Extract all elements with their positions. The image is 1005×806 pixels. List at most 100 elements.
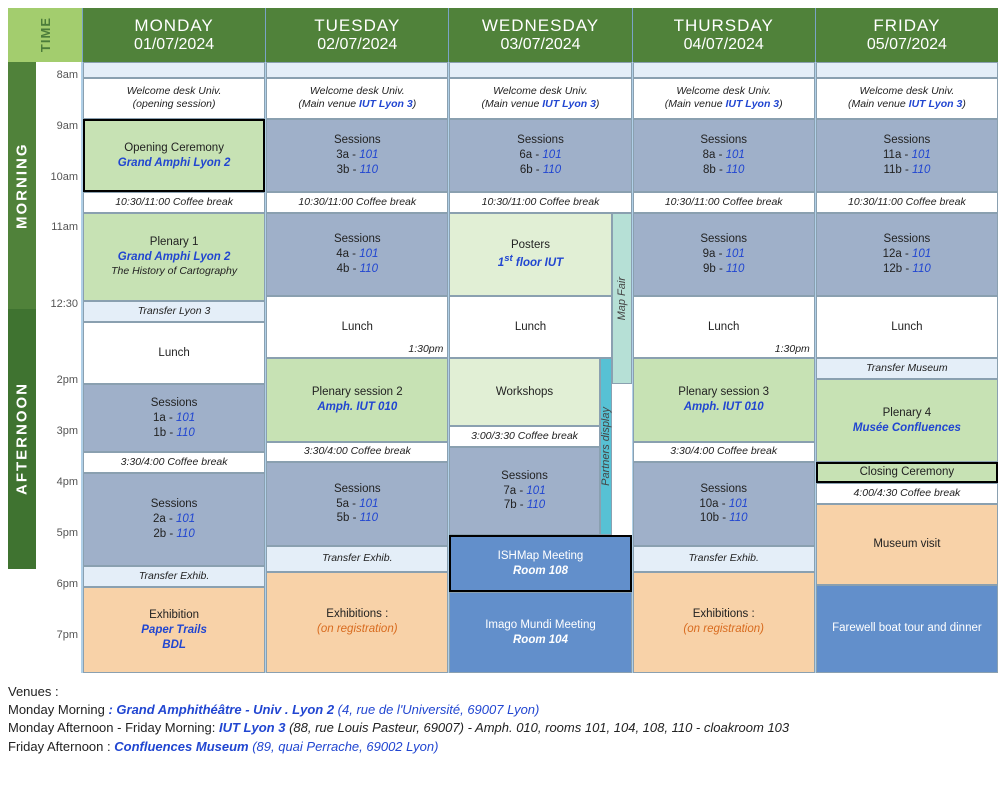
day-head-mon: MONDAY 01/07/2024	[82, 8, 265, 62]
time-tick	[36, 444, 81, 469]
schedule-event: ISHMap MeetingRoom 108	[449, 535, 631, 592]
time-tick	[36, 495, 81, 520]
schedule-event: Transfer Exhib.	[83, 566, 265, 587]
schedule-event: 10:30/11:00 Coffee break	[449, 192, 631, 213]
day-col-mon: Welcome desk Univ.(opening session)Openi…	[82, 62, 265, 673]
time-tick: 3pm	[36, 418, 81, 443]
day-col-fri: Welcome desk Univ.(Main venue IUT Lyon 3…	[815, 62, 998, 673]
schedule-event: Lunch1:30pm	[266, 296, 448, 358]
schedule-event: Closing Ceremony	[816, 462, 998, 483]
schedule-event: Plenary session 3Amph. IUT 010	[633, 358, 815, 441]
schedule-event: Sessions1a - 1011b - 110	[83, 384, 265, 452]
schedule-event: Workshops	[449, 358, 599, 426]
time-tick	[36, 317, 81, 342]
time-tick: 12:30	[36, 291, 81, 316]
schedule-event: Imago Mundi MeetingRoom 104	[449, 592, 631, 673]
schedule-event: Plenary session 2Amph. IUT 010	[266, 358, 448, 441]
venue-line: Monday Afternoon - Friday Morning: IUT L…	[8, 719, 997, 737]
schedule-event: 3:30/4:00 Coffee break	[83, 452, 265, 473]
schedule-event: Farewell boat tour and dinner	[816, 585, 998, 673]
time-tick: 10am	[36, 164, 81, 189]
schedule-event: Plenary 4Musée Confluences	[816, 379, 998, 462]
time-tick: 11am	[36, 215, 81, 240]
schedule-event	[266, 62, 448, 78]
time-tick: 2pm	[36, 367, 81, 392]
time-tick	[36, 240, 81, 265]
schedule-event: Sessions6a - 1016b - 110	[449, 119, 631, 192]
schedule-event: 10:30/11:00 Coffee break	[633, 192, 815, 213]
schedule-event: Posters1st floor IUT	[449, 213, 611, 296]
time-tick: 8am	[36, 62, 81, 87]
day-col-wed: Welcome desk Univ.(Main venue IUT Lyon 3…	[448, 62, 631, 673]
venue-line: Friday Afternoon : Confluences Museum (8…	[8, 738, 997, 756]
period-evening-blank	[8, 569, 36, 673]
schedule-event: Welcome desk Univ.(opening session)	[83, 78, 265, 120]
period-afternoon: AFTERNOON	[8, 309, 36, 569]
day-col-tue: Welcome desk Univ.(Main venue IUT Lyon 3…	[265, 62, 448, 673]
venues-footer: Venues : Monday Morning : Grand Amphithé…	[8, 683, 997, 756]
schedule-event: Transfer Exhib.	[266, 546, 448, 572]
time-tick	[36, 546, 81, 571]
time-tick: 4pm	[36, 469, 81, 494]
schedule-event: Welcome desk Univ.(Main venue IUT Lyon 3…	[266, 78, 448, 120]
schedule-event: 10:30/11:00 Coffee break	[83, 192, 265, 213]
time-tick	[36, 647, 81, 672]
schedule-event: 3:30/4:00 Coffee break	[266, 442, 448, 463]
schedule-event: Exhibitions :(on registration)	[266, 572, 448, 673]
day-head-thu: THURSDAY 04/07/2024	[632, 8, 815, 62]
schedule-event: Welcome desk Univ.(Main venue IUT Lyon 3…	[449, 78, 631, 120]
schedule-event	[816, 62, 998, 78]
schedule-event: 4:00/4:30 Coffee break	[816, 483, 998, 504]
schedule-event	[633, 62, 815, 78]
time-tick: 5pm	[36, 520, 81, 545]
schedule-event: ExhibitionPaper TrailsBDL	[83, 587, 265, 673]
schedule-event: Lunch	[816, 296, 998, 358]
vertical-strip: Partners display	[600, 358, 612, 535]
time-column: 8am 9am 10am 11am 12:30 2pm 3pm 4pm 5pm 6pm 7pm	[36, 62, 82, 673]
schedule-event: Sessions7a - 1017b - 110	[449, 447, 599, 535]
schedule-event: 10:30/11:00 Coffee break	[266, 192, 448, 213]
time-tick	[36, 393, 81, 418]
time-label: TIME	[38, 17, 53, 52]
schedule-event	[449, 62, 631, 78]
schedule-event: Transfer Exhib.	[633, 546, 815, 572]
schedule-event: Welcome desk Univ.(Main venue IUT Lyon 3…	[816, 78, 998, 120]
day-head-wed: WEDNESDAY 03/07/2024	[448, 8, 631, 62]
schedule-event	[83, 62, 265, 78]
schedule-event: Sessions8a - 1018b - 110	[633, 119, 815, 192]
time-tick: 6pm	[36, 571, 81, 596]
schedule-event: Lunch	[449, 296, 611, 358]
schedule-event: 3:30/4:00 Coffee break	[633, 442, 815, 463]
time-header: TIME	[8, 8, 82, 62]
schedule-event: Museum visit	[816, 504, 998, 585]
schedule-event: Lunch	[83, 322, 265, 384]
schedule-event: Sessions12a - 10112b - 110	[816, 213, 998, 296]
time-tick	[36, 87, 81, 112]
schedule-event: Lunch1:30pm	[633, 296, 815, 358]
schedule-event: Sessions4a - 1014b - 110	[266, 213, 448, 296]
schedule-grid: TIME MONDAY 01/07/2024 TUESDAY 02/07/202…	[8, 8, 998, 673]
time-tick: 7pm	[36, 622, 81, 647]
schedule-event: Transfer Museum	[816, 358, 998, 379]
day-col-thu: Welcome desk Univ.(Main venue IUT Lyon 3…	[632, 62, 815, 673]
venue-line: Monday Morning : Grand Amphithéâtre - Un…	[8, 701, 997, 719]
period-morning: MORNING	[8, 62, 36, 309]
schedule-event: Sessions9a - 1019b - 110	[633, 213, 815, 296]
day-head-fri: FRIDAY 05/07/2024	[815, 8, 998, 62]
time-tick	[36, 266, 81, 291]
venues-header: Venues :	[8, 683, 997, 701]
schedule-event: Sessions5a - 1015b - 110	[266, 462, 448, 545]
schedule-event: Plenary 1Grand Amphi Lyon 2The History o…	[83, 213, 265, 301]
schedule-event: Sessions11a - 10111b - 110	[816, 119, 998, 192]
schedule-event: Opening CeremonyGrand Amphi Lyon 2	[83, 119, 265, 192]
time-tick	[36, 597, 81, 622]
vertical-strip: Map Fair	[612, 213, 632, 385]
time-tick: 9am	[36, 113, 81, 138]
schedule-event: 10:30/11:00 Coffee break	[816, 192, 998, 213]
time-tick	[36, 138, 81, 163]
schedule-event: Sessions10a - 10110b - 110	[633, 462, 815, 545]
schedule-event: 3:00/3:30 Coffee break	[449, 426, 599, 447]
schedule-event: Welcome desk Univ.(Main venue IUT Lyon 3…	[633, 78, 815, 120]
time-tick	[36, 189, 81, 214]
schedule-event: Exhibitions :(on registration)	[633, 572, 815, 673]
